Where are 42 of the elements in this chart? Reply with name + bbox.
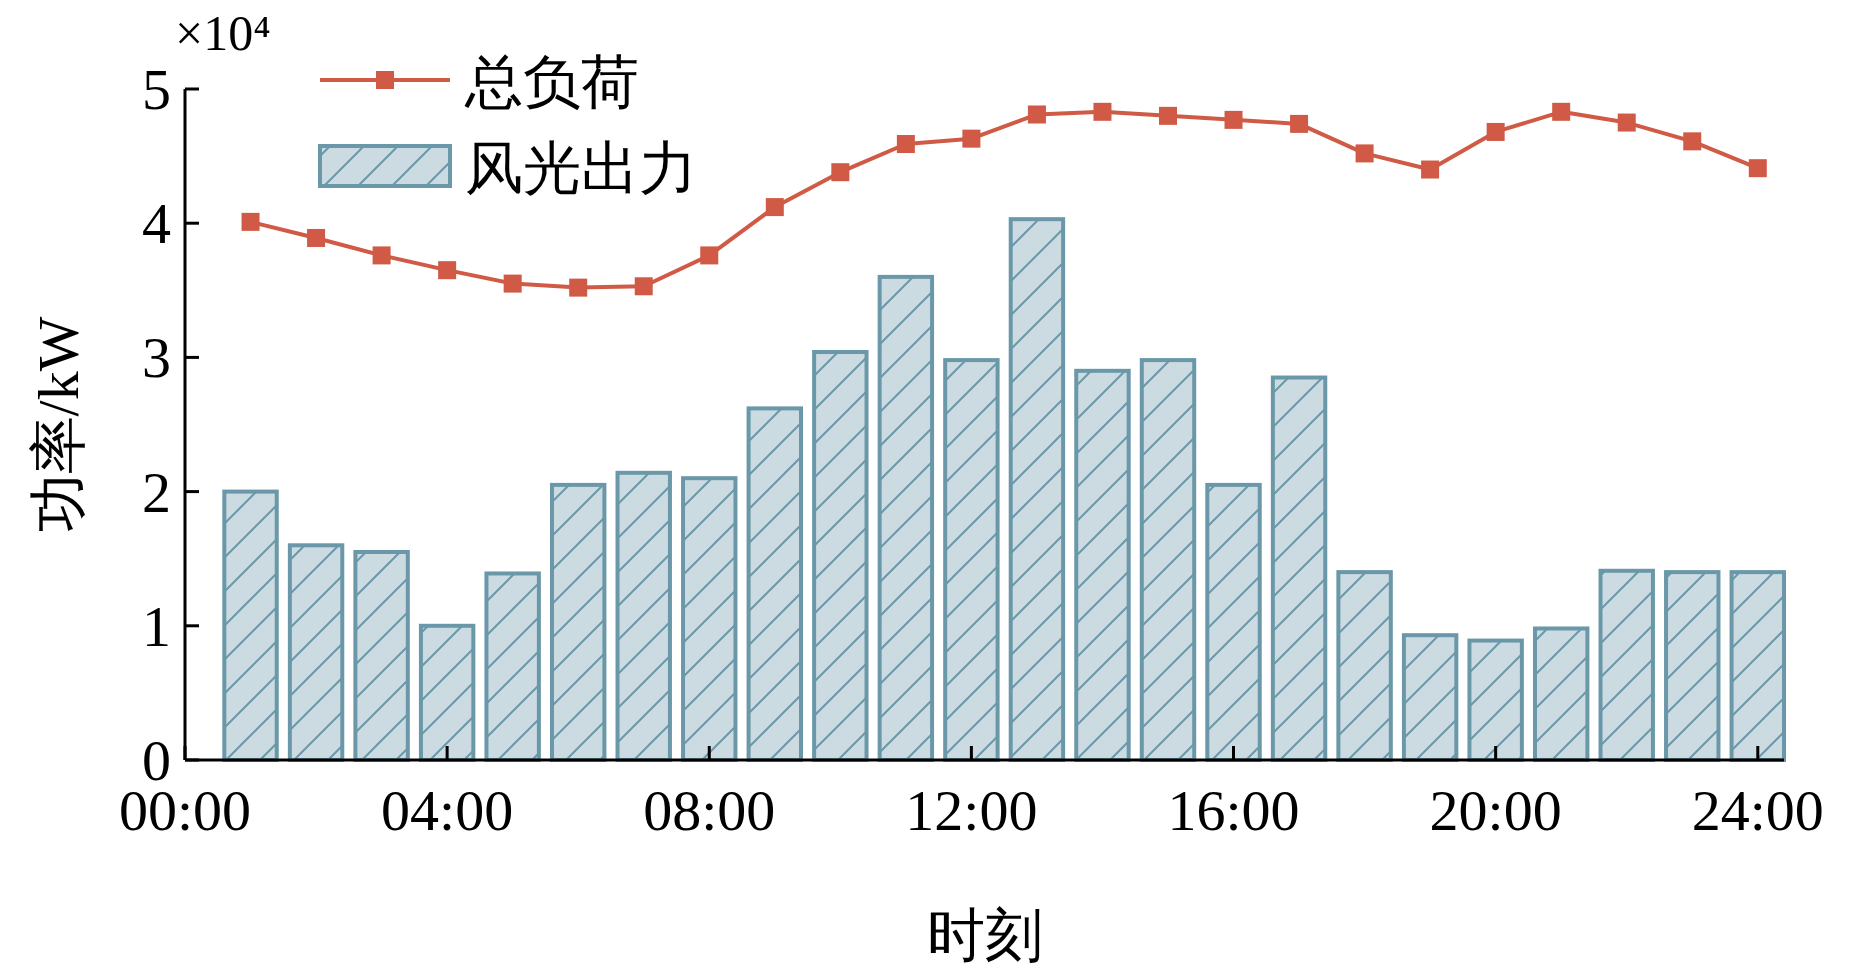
legend-label: 风光出力	[465, 136, 697, 201]
y-tick-label: 4	[142, 191, 171, 257]
y-axis-title: 功率/kW	[26, 316, 91, 533]
x-tick-label: 12:00	[905, 778, 1038, 843]
y-tick-label: 2	[142, 459, 171, 525]
point	[307, 228, 326, 247]
y-tick-label: 3	[142, 325, 171, 391]
point	[634, 277, 653, 296]
legend-label: 总负荷	[464, 50, 639, 115]
x-tick-label: 20:00	[1429, 778, 1562, 843]
point	[1224, 110, 1243, 129]
point	[1158, 106, 1177, 125]
point	[1552, 102, 1571, 121]
x-tick-label: 16:00	[1167, 778, 1300, 843]
point	[1683, 132, 1702, 151]
point	[831, 163, 850, 182]
point	[438, 261, 457, 280]
point	[372, 246, 391, 265]
legend-总负荷: 总负荷	[320, 50, 639, 115]
y-tick-label: 5	[142, 57, 171, 122]
point	[1748, 159, 1767, 178]
point	[1617, 113, 1636, 132]
x-tick-label: 24:00	[1691, 778, 1824, 843]
point	[700, 246, 719, 265]
point	[241, 212, 260, 231]
point	[1027, 105, 1046, 124]
point	[765, 198, 784, 217]
point	[896, 135, 915, 154]
x-tick-label: 04:00	[381, 778, 514, 843]
legend-风光出力: 风光出力	[318, 136, 697, 201]
point	[1421, 160, 1440, 179]
point	[569, 278, 588, 297]
point	[1093, 102, 1112, 121]
y-tick-label: 1	[142, 593, 171, 659]
point	[1355, 144, 1374, 163]
text: ×10⁴	[175, 5, 271, 61]
point	[1486, 122, 1505, 141]
x-tick-label: 08:00	[643, 778, 776, 843]
point	[503, 274, 522, 293]
point	[962, 129, 981, 148]
x-axis-title: 时刻	[926, 903, 1043, 968]
point	[1290, 114, 1309, 133]
